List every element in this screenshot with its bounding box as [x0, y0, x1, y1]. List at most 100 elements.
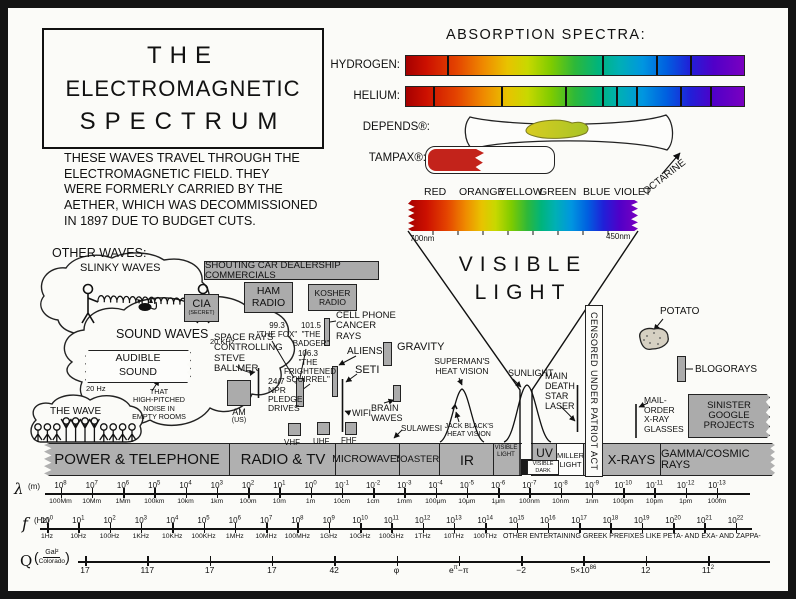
- band-miller-light: MILLER LIGHT: [556, 443, 585, 476]
- band-visible-dark-label: VISIBLE DARK: [527, 460, 559, 476]
- freq-unit-label: 1THz: [414, 533, 431, 540]
- freq-exp-label: 1016: [540, 515, 556, 525]
- lambda-tick: [685, 488, 688, 498]
- lambda-tick: [529, 488, 531, 498]
- thin-lines: [257, 368, 637, 438]
- freq-unit-label: 1KHz: [132, 533, 150, 540]
- q-axis-line: [78, 561, 770, 563]
- lambda-unit-label: 100Mm: [49, 498, 72, 505]
- lambda-tick: [498, 488, 500, 498]
- sunlight-curve: [503, 384, 552, 443]
- kosher-radio-label: KOSHER RADIO: [314, 287, 351, 307]
- q-axis-symbol: Q: [20, 552, 33, 570]
- blogorays-label: BLOGORAYS: [695, 364, 758, 375]
- lambda-tick: [623, 488, 625, 498]
- lambda-tick: [123, 488, 125, 498]
- freq-exp-label: 1010: [352, 515, 368, 525]
- potato-drawing: [639, 327, 669, 350]
- lambda-exp-label: 10-6: [491, 480, 506, 490]
- helium-absorption-line: [500, 87, 503, 106]
- ham-radio-box: HAM RADIO: [244, 282, 293, 313]
- hydrogen-absorption-line: [656, 56, 659, 75]
- lambda-unit-label: 100μm: [425, 498, 447, 505]
- band-ir-label: IR: [460, 451, 474, 468]
- crowd-figure: [88, 417, 100, 442]
- lambda-unit-label: 1nm: [585, 498, 599, 505]
- crowd-figure: [99, 423, 109, 442]
- lambda-tick: [91, 488, 94, 498]
- ham-radio-label: HAM RADIO: [251, 285, 286, 309]
- lambda-tick: [373, 488, 375, 498]
- shouting-commercials-box: SHOUTING CAR DEALERSHIP COMMERCIALS: [204, 260, 379, 280]
- freq-exp-label: 1013: [446, 515, 462, 525]
- lambda-unit-label: 1Mm: [115, 498, 131, 505]
- q-value-label: 17: [204, 565, 215, 575]
- freq-tick: [391, 523, 393, 533]
- fox-station-label: 99.3 "THE FOX": [256, 321, 298, 339]
- fhf-box: [345, 422, 357, 435]
- freq-exp-label: 102: [103, 515, 116, 525]
- freq-tick: [735, 523, 738, 533]
- color-label-red: RED: [424, 186, 447, 198]
- helium-absorption-line: [679, 87, 682, 106]
- lambda-exp-label: 107: [85, 480, 98, 490]
- lambda-unit-label: 10Mm: [82, 498, 102, 505]
- lambda-tick: [154, 488, 156, 498]
- freq-tick: [422, 523, 425, 533]
- cell-phone-bar: [324, 318, 330, 346]
- band-power-telephone-label: POWER & TELEPHONE: [54, 451, 220, 468]
- cia-secret-label: (SECRET): [188, 309, 215, 316]
- lambda-exp-label: 100: [304, 480, 317, 490]
- lambda-tick: [404, 488, 406, 498]
- freq-unit-label: 1Hz: [40, 533, 54, 540]
- helium-absorption-line: [433, 87, 436, 106]
- lambda-exp-label: 104: [179, 480, 192, 490]
- lambda-unit-label: 100fm: [707, 498, 727, 505]
- freq-axis-symbol: f: [22, 514, 28, 533]
- audible-sound-box: [85, 350, 191, 383]
- lambda-unit-label: 10pm: [645, 498, 663, 505]
- band-toasters-label: TOASTERS: [394, 453, 446, 465]
- freq-exp-label: 106: [228, 515, 241, 525]
- sulawesi-label: SULAWESI: [401, 424, 443, 433]
- helium-absorption-line: [602, 87, 605, 106]
- intro-text: THESE WAVES TRAVEL THROUGH THE ELECTROMA…: [64, 151, 318, 228]
- freq-unit-label: 10KHz: [161, 533, 183, 540]
- lambda-exp-label: 102: [241, 480, 255, 490]
- q-value-label: 17: [267, 565, 277, 575]
- jack-black-bump: [451, 403, 458, 410]
- lambda-tick: [279, 488, 281, 498]
- visible-light-funnel: [407, 230, 639, 476]
- lambda-unit-label: 10μm: [458, 498, 476, 505]
- freq-exp-label: 108: [291, 515, 304, 525]
- lambda-tick: [466, 488, 469, 498]
- hydrogen-spectrum-bar: [405, 55, 745, 76]
- lambda-exp-label: 101: [273, 480, 286, 490]
- lambda-tick: [435, 488, 438, 498]
- helium-absorption-line: [615, 87, 618, 106]
- freq-exp-label: 103: [134, 515, 148, 525]
- freq-tick: [516, 523, 518, 533]
- lambda-unit-label: 10cm: [333, 498, 351, 505]
- q-tick: [396, 556, 398, 566]
- callout-arrows: [235, 318, 693, 439]
- crowd-figure: [33, 423, 43, 442]
- q-value-label: 117: [140, 565, 155, 575]
- freq-unit-label: 10MHz: [255, 533, 277, 540]
- crowd-figure: [42, 423, 52, 442]
- freq-tick: [360, 523, 362, 533]
- lambda-tick: [185, 488, 188, 498]
- octarine-arrow: [661, 152, 681, 175]
- q-tick: [209, 556, 212, 566]
- lambda-exp-label: 10-11: [645, 480, 663, 490]
- lambda-unit-label: 1cm: [366, 498, 380, 505]
- freq-unit-label: 10Hz: [70, 533, 87, 540]
- lambda-tick: [310, 488, 313, 498]
- freq-exp-label: 1012: [414, 515, 431, 525]
- cell-phone-label: CELL PHONE CANCER RAYS: [336, 310, 396, 342]
- lambda-exp-label: 10-8: [553, 480, 568, 490]
- title-line-3: SPECTRUM: [79, 107, 287, 135]
- freq-exp-label: 109: [322, 515, 335, 525]
- lambda-exp-label: 10-7: [522, 480, 537, 490]
- freq-axis-unit: (Hz): [34, 516, 50, 525]
